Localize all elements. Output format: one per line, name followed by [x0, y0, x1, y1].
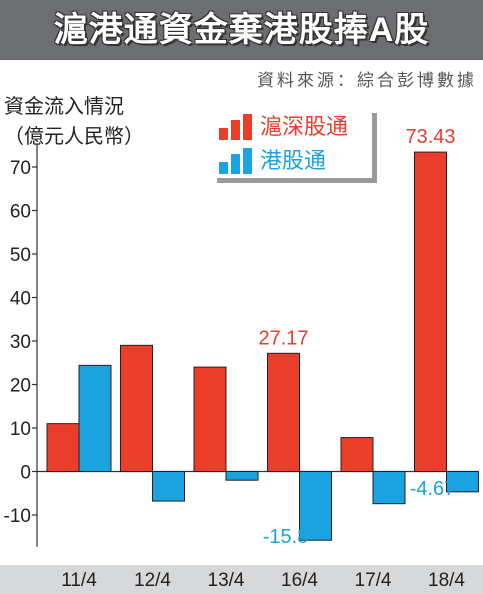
y-tick-label: 20 [10, 376, 31, 397]
data-label: -15.8 [263, 526, 309, 548]
y-tick-label: 30 [10, 332, 31, 353]
legend: 滬深股通 港股通 [212, 108, 372, 178]
chart-title: 滬港通資金棄港股捧A股 [53, 11, 430, 49]
y-tick-label: 70 [10, 158, 31, 179]
category-band [0, 565, 483, 594]
legend-swatch-bar [231, 154, 240, 174]
bar-hk-connect [446, 471, 479, 493]
bar-shanghai-connect [267, 352, 300, 472]
legend-swatch-bar [243, 114, 252, 140]
bar-shanghai-connect [193, 366, 227, 473]
y-tick-label: 50 [10, 245, 31, 266]
x-category-label: 18/4 [428, 570, 465, 591]
x-category-label: 16/4 [281, 570, 318, 591]
bar-shanghai-connect [414, 151, 447, 472]
y-tick-label: 40 [10, 289, 31, 310]
title-bar [0, 0, 483, 60]
bar-hk-connect [78, 364, 112, 472]
bar-shanghai-connect [340, 437, 374, 473]
bar-chart-icon [219, 114, 252, 140]
legend-swatch-bar [231, 120, 240, 140]
bar-hk-connect [225, 471, 259, 481]
data-label: 73.43 [405, 126, 455, 148]
legend-label-hk-connect: 港股通 [260, 148, 327, 173]
legend-label-shanghai-connect: 滬深股通 [260, 114, 349, 139]
bar-chart-icon [219, 148, 252, 174]
y-tick-label: 0 [20, 463, 31, 484]
bar-hk-connect [152, 471, 185, 502]
x-category-label: 12/4 [134, 570, 171, 591]
legend-swatch-bar [219, 128, 228, 140]
bar-shanghai-connect [120, 344, 153, 473]
x-category-label: 11/4 [61, 570, 97, 591]
x-category-label: 13/4 [208, 570, 245, 591]
y-tick-label: -10 [4, 506, 31, 527]
bar-hk-connect [299, 471, 332, 541]
bar-shanghai-connect [46, 423, 80, 472]
x-category-label: 17/4 [355, 570, 392, 591]
y-axis-label-line-2: （億元人民幣） [4, 126, 144, 148]
data-label: 27.17 [258, 327, 308, 349]
y-axis-label: 資金流入情況 （億元人民幣） [4, 92, 144, 152]
legend-swatch-bar [243, 148, 252, 174]
y-axis-label-line-1: 資金流入情況 [4, 96, 124, 118]
legend-swatch-bar [219, 162, 228, 174]
y-tick-label: 60 [10, 202, 31, 223]
source-note: 資料來源：綜合彭博數據 [257, 71, 477, 91]
data-label: -4.67 [410, 478, 456, 500]
bar-hk-connect [372, 471, 406, 505]
y-tick-label: 10 [10, 419, 31, 440]
